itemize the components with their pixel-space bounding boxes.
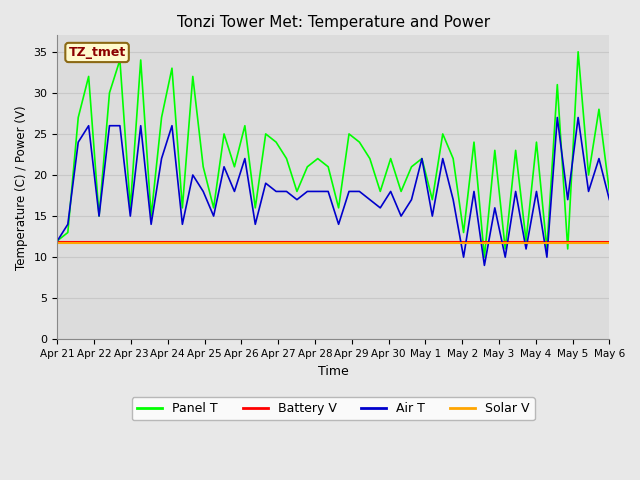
Battery V [54,239,61,244]
Legend: Panel T, Battery V, Air T, Solar V: Panel T, Battery V, Air T, Solar V [132,397,535,420]
X-axis label: Time: Time [318,365,349,378]
Panel T [54,238,61,244]
Solar V [147,240,155,246]
Air T [376,205,384,211]
Title: Tonzi Tower Met: Temperature and Power: Tonzi Tower Met: Temperature and Power [177,15,490,30]
Air T [262,180,269,186]
Panel T [147,213,155,219]
Panel T [481,254,488,260]
Battery V [356,239,364,244]
Solar V [387,240,394,246]
Panel T [574,49,582,55]
Air T [481,263,488,268]
Battery V [605,239,613,244]
Panel T [429,197,436,203]
Solar V [54,240,61,246]
Panel T [605,189,613,194]
Battery V [429,239,436,244]
Air T [147,221,155,227]
Line: Air T: Air T [58,118,609,265]
Air T [605,197,613,203]
Text: TZ_tmet: TZ_tmet [68,46,125,59]
Panel T [376,189,384,194]
Battery V [262,239,269,244]
Air T [54,238,61,244]
Line: Panel T: Panel T [58,52,609,257]
Air T [356,189,364,194]
Solar V [429,240,436,246]
Solar V [376,240,384,246]
Solar V [356,240,364,246]
Battery V [147,239,155,244]
Solar V [262,240,269,246]
Battery V [376,239,384,244]
Battery V [387,239,394,244]
Air T [387,189,394,194]
Panel T [387,156,394,161]
Air T [429,213,436,219]
Y-axis label: Temperature (C) / Power (V): Temperature (C) / Power (V) [15,105,28,270]
Panel T [262,131,269,137]
Air T [554,115,561,120]
Panel T [356,139,364,145]
Solar V [605,240,613,246]
